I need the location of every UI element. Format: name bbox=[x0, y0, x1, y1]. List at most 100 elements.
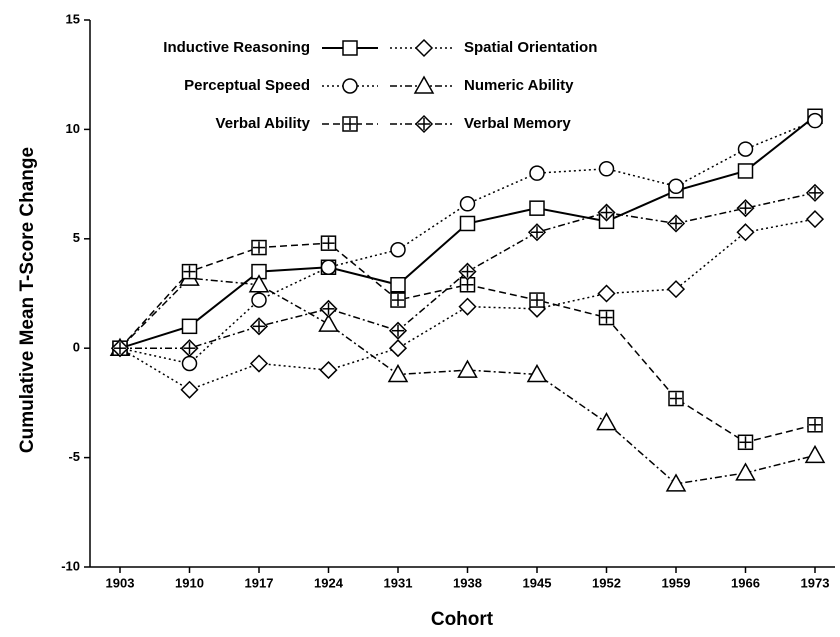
legend-label: Numeric Ability bbox=[464, 77, 574, 94]
marker bbox=[458, 262, 477, 281]
x-tick-label: 1924 bbox=[314, 575, 344, 590]
legend-label: Spatial Orientation bbox=[464, 39, 597, 56]
marker bbox=[342, 78, 358, 94]
legend-label: Verbal Memory bbox=[464, 115, 571, 132]
marker-shape bbox=[529, 200, 545, 216]
marker bbox=[529, 200, 545, 216]
legend-label: Perceptual Speed bbox=[184, 77, 310, 94]
marker bbox=[526, 363, 548, 383]
marker-shape bbox=[320, 259, 337, 275]
marker bbox=[666, 280, 686, 299]
series-line bbox=[119, 119, 816, 365]
marker bbox=[459, 276, 476, 293]
marker bbox=[251, 292, 267, 308]
marker bbox=[390, 241, 406, 258]
y-tick-label: -10 bbox=[61, 558, 80, 573]
marker bbox=[181, 318, 198, 335]
x-tick-label: 1952 bbox=[592, 575, 621, 590]
marker bbox=[318, 313, 339, 332]
marker-shape bbox=[342, 40, 358, 56]
marker bbox=[180, 339, 199, 358]
marker-shape bbox=[804, 444, 826, 464]
marker bbox=[319, 299, 338, 318]
marker-shape bbox=[251, 292, 267, 308]
legend-label: Inductive Reasoning bbox=[163, 39, 310, 56]
x-tick-label: 1973 bbox=[801, 575, 830, 590]
marker bbox=[597, 284, 616, 303]
series-line bbox=[119, 218, 816, 391]
marker bbox=[319, 361, 338, 380]
marker-shape bbox=[319, 361, 338, 380]
marker-shape bbox=[665, 473, 687, 492]
marker-shape bbox=[458, 297, 477, 316]
marker-shape bbox=[390, 241, 406, 258]
marker bbox=[459, 215, 476, 232]
marker bbox=[414, 38, 434, 58]
x-tick-label: 1917 bbox=[245, 575, 274, 590]
marker bbox=[181, 263, 198, 280]
marker-shape bbox=[181, 318, 198, 335]
y-tick-label: 5 bbox=[73, 230, 80, 245]
marker-shape bbox=[598, 161, 615, 177]
marker bbox=[458, 297, 477, 316]
marker-shape bbox=[807, 112, 823, 129]
marker bbox=[529, 292, 545, 308]
marker bbox=[320, 259, 337, 275]
marker-shape bbox=[597, 284, 616, 303]
marker bbox=[342, 116, 358, 132]
y-tick-label: 15 bbox=[66, 11, 80, 26]
marker-shape bbox=[387, 363, 409, 383]
marker-shape bbox=[666, 280, 686, 299]
marker bbox=[807, 417, 823, 433]
marker bbox=[390, 292, 406, 308]
x-tick-label: 1959 bbox=[662, 575, 691, 590]
x-tick-label: 1910 bbox=[175, 575, 204, 590]
marker-shape bbox=[735, 462, 756, 481]
marker bbox=[388, 321, 408, 340]
marker bbox=[249, 354, 269, 373]
marker-shape bbox=[342, 78, 358, 94]
marker bbox=[668, 390, 684, 407]
marker bbox=[414, 114, 434, 134]
marker bbox=[248, 274, 270, 293]
x-tick-label: 1931 bbox=[384, 575, 413, 590]
marker-shape bbox=[390, 276, 406, 293]
y-tick-label: 10 bbox=[66, 121, 80, 136]
marker bbox=[805, 183, 825, 202]
marker bbox=[181, 355, 198, 372]
marker bbox=[529, 165, 545, 181]
y-tick-label: -5 bbox=[68, 449, 80, 464]
marker bbox=[527, 223, 547, 242]
marker bbox=[596, 412, 617, 431]
marker-shape bbox=[388, 339, 408, 358]
marker bbox=[598, 309, 615, 326]
marker-shape bbox=[805, 210, 825, 229]
x-tick-label: 1903 bbox=[106, 575, 135, 590]
marker bbox=[390, 276, 406, 293]
marker-shape bbox=[737, 163, 754, 179]
marker-shape bbox=[736, 223, 755, 242]
marker bbox=[736, 199, 755, 218]
marker bbox=[457, 359, 478, 378]
marker bbox=[249, 317, 269, 336]
marker bbox=[737, 434, 754, 451]
x-tick-label: 1938 bbox=[453, 575, 482, 590]
marker bbox=[320, 235, 337, 251]
marker-shape bbox=[181, 355, 198, 372]
marker bbox=[387, 363, 409, 383]
marker bbox=[668, 178, 684, 195]
x-axis-title: Cohort bbox=[431, 609, 494, 630]
x-tick-label: 1966 bbox=[731, 575, 760, 590]
marker bbox=[413, 75, 435, 94]
y-tick-label: 0 bbox=[73, 340, 80, 355]
marker-shape bbox=[668, 178, 684, 195]
series-line bbox=[119, 277, 816, 485]
marker bbox=[666, 214, 686, 233]
marker-shape bbox=[459, 215, 476, 232]
marker bbox=[737, 163, 754, 179]
marker bbox=[805, 210, 825, 229]
legend-label: Verbal Ability bbox=[216, 115, 311, 132]
marker bbox=[251, 239, 267, 256]
marker bbox=[736, 223, 755, 242]
